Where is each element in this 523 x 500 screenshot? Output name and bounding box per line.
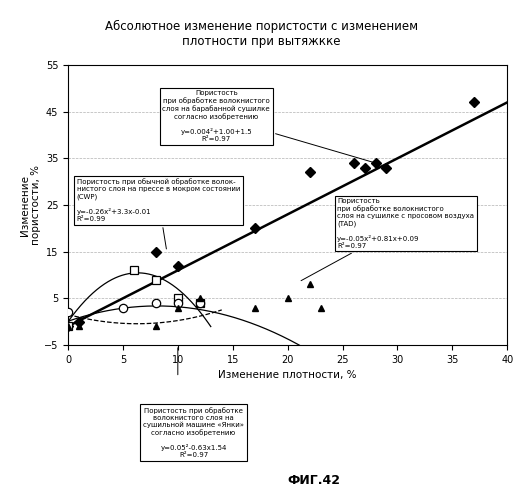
Text: ФИГ.42: ФИГ.42 (287, 474, 340, 488)
Text: Пористость при обработке
волокнистого слоя на
сушильной машине «Янки»
согласно и: Пористость при обработке волокнистого сл… (143, 406, 244, 459)
Y-axis label: Изменение
пористости, %: Изменение пористости, % (19, 165, 41, 245)
Text: Пористость при обычной обработке волок-
нистого слоя на прессе в мокром состояни: Пористость при обычной обработке волок- … (77, 178, 240, 249)
Text: Пористость
при обработке волокнистого
слоя на барабанной сушилке
согласно изобре: Пористость при обработке волокнистого сл… (163, 90, 373, 162)
Text: Пористость
при обработке волокнистого
слоя на сушилке с просовом воздуха
(TAD)

: Пористость при обработке волокнистого сл… (301, 198, 474, 280)
X-axis label: Изменение плотности, %: Изменение плотности, % (219, 370, 357, 380)
Text: Абсолютное изменение пористости с изменением
плотности при вытяжкке: Абсолютное изменение пористости с измене… (105, 20, 418, 48)
